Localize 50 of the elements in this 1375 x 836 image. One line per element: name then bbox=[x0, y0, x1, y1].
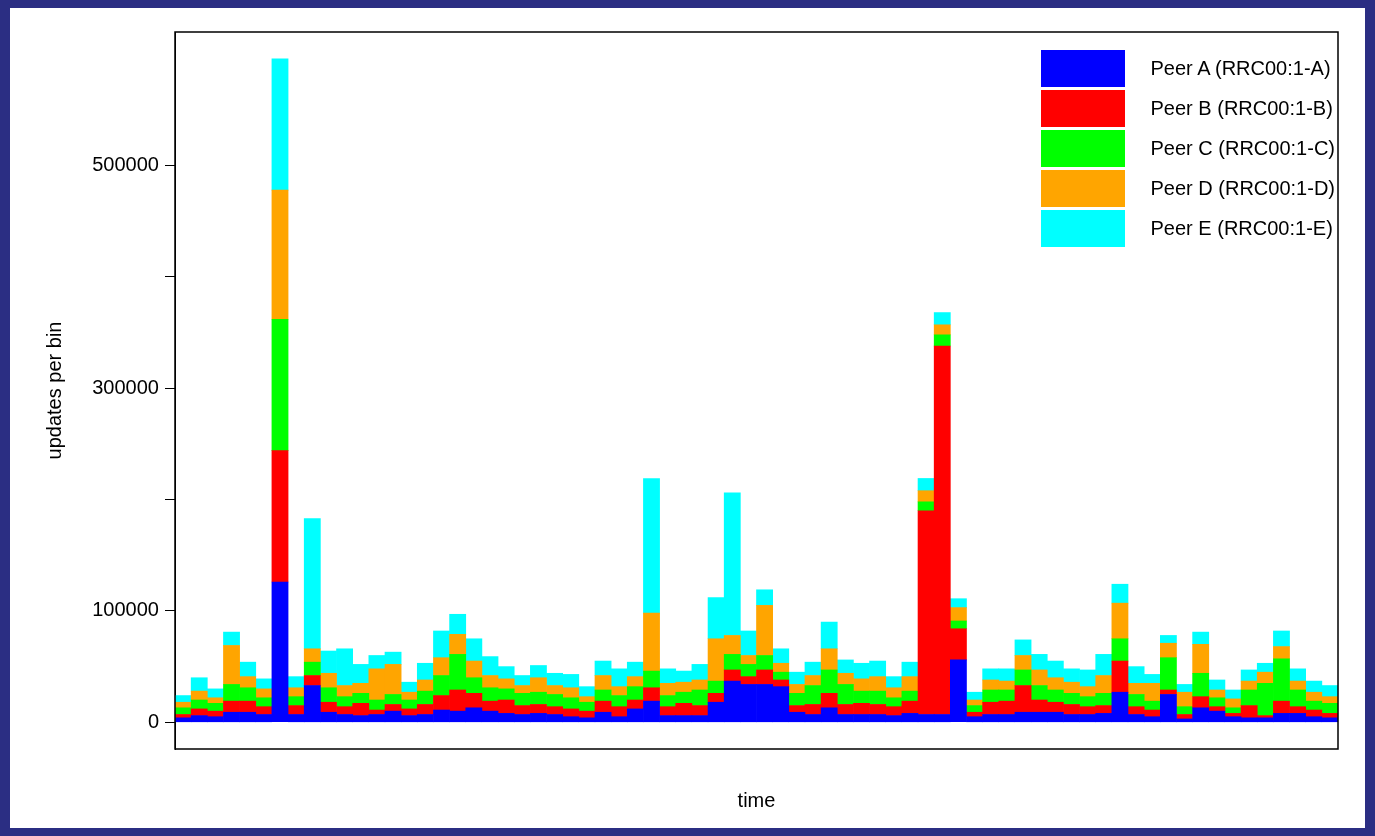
bar bbox=[772, 648, 790, 664]
bar bbox=[1111, 602, 1129, 640]
y-tick-label: 100000 bbox=[92, 598, 159, 621]
bar bbox=[1224, 707, 1242, 714]
bar bbox=[1159, 635, 1177, 644]
bar bbox=[643, 612, 660, 672]
bar bbox=[433, 657, 450, 676]
bar bbox=[917, 490, 935, 503]
bar bbox=[1111, 660, 1129, 693]
bar bbox=[756, 589, 773, 606]
bar bbox=[950, 607, 967, 622]
legend-label: Peer C (RRC00:1-C) bbox=[1150, 136, 1335, 160]
bar bbox=[1111, 583, 1129, 604]
legend-label: Peer E (RRC00:1-E) bbox=[1150, 216, 1333, 240]
bar bbox=[1273, 630, 1290, 647]
bar bbox=[756, 605, 773, 656]
bar bbox=[1111, 638, 1129, 662]
bar bbox=[1014, 655, 1032, 671]
x-axis-title: time bbox=[737, 788, 776, 811]
bar bbox=[772, 671, 790, 681]
bar bbox=[1159, 642, 1177, 659]
bar bbox=[223, 631, 240, 646]
y-axis-title: updates per bin bbox=[42, 321, 65, 460]
bar bbox=[1192, 644, 1210, 674]
y-tick-label: 500000 bbox=[92, 153, 159, 176]
bar bbox=[1273, 646, 1290, 660]
legend-label: Peer D (RRC00:1-D) bbox=[1150, 176, 1335, 200]
bar bbox=[303, 648, 321, 663]
y-tick-label: 0 bbox=[147, 709, 159, 732]
bar bbox=[1159, 657, 1177, 691]
bar bbox=[416, 662, 434, 681]
bar bbox=[820, 648, 838, 671]
bar bbox=[933, 334, 951, 347]
bar bbox=[271, 450, 289, 583]
bar bbox=[449, 634, 467, 655]
legend-label: Peer B (RRC00:1-B) bbox=[1150, 96, 1333, 120]
bar bbox=[643, 478, 660, 614]
bar bbox=[1192, 672, 1210, 697]
bar bbox=[271, 58, 289, 191]
legend-label: Peer A (RRC00:1-A) bbox=[1150, 56, 1331, 80]
bar bbox=[933, 312, 951, 326]
bar bbox=[271, 189, 289, 320]
bar bbox=[933, 324, 951, 336]
y-tick-label: 300000 bbox=[92, 375, 159, 398]
bar bbox=[1192, 631, 1210, 645]
bar bbox=[271, 318, 289, 451]
bar bbox=[303, 675, 321, 686]
bar bbox=[303, 661, 321, 676]
bar bbox=[303, 518, 321, 650]
bar bbox=[820, 621, 838, 650]
